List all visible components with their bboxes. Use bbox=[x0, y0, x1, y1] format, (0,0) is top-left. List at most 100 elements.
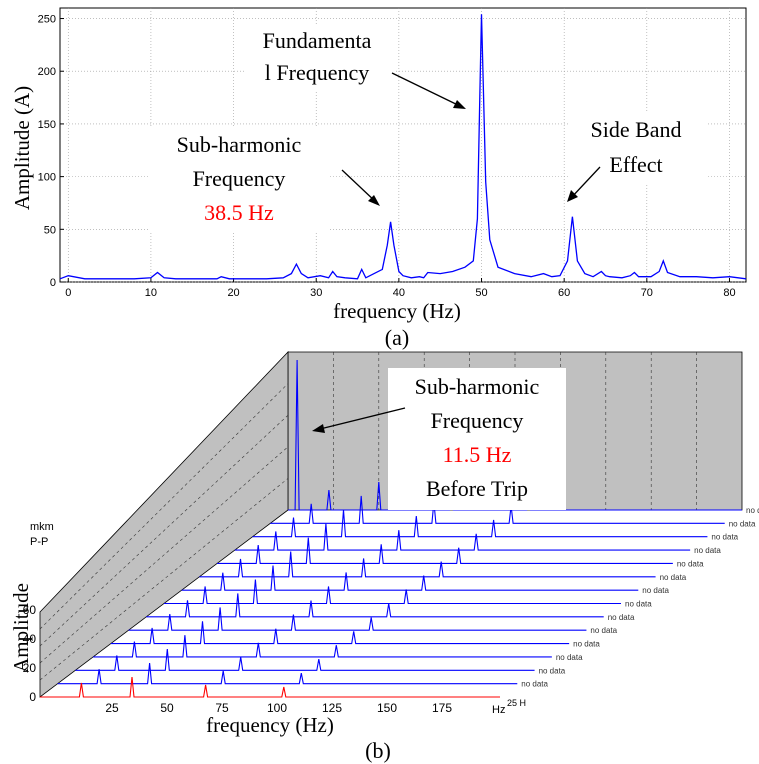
panel-a-ytick-label: 250 bbox=[38, 14, 56, 26]
panel-a-xtick-label: 0 bbox=[65, 287, 71, 299]
panel-b-ylabel-unit-2: P-P bbox=[30, 536, 48, 548]
annotation-subharmonic-a-arrowhead bbox=[368, 195, 380, 206]
panel-b-trace bbox=[75, 649, 535, 671]
panel-b-trace bbox=[110, 621, 570, 645]
panel-a-caption: (a) bbox=[385, 325, 409, 350]
annotation-sideband-line2: Effect bbox=[609, 152, 662, 177]
panel-a-ytick-label: 50 bbox=[44, 224, 56, 236]
annotation-fundamental-line2: l Frequency bbox=[265, 60, 369, 85]
annotation-sideband-line1: Side Band bbox=[590, 117, 681, 142]
panel-b-trace bbox=[164, 579, 621, 605]
panel-b-xlabel: frequency (Hz) bbox=[206, 713, 334, 737]
panel-b-ytick-label: 60 bbox=[23, 603, 37, 617]
panel-b-depth-label: no data bbox=[729, 519, 756, 528]
panel-a-xtick-label: 20 bbox=[227, 287, 239, 299]
annotation-subharmonic-b-arrow bbox=[315, 407, 406, 431]
panel-b-depth-label: no data bbox=[590, 626, 617, 635]
panel-b-trace bbox=[181, 565, 639, 591]
annotation-sideband: Side Band Effect bbox=[567, 113, 706, 202]
panel-b-ylabel-unit-1: mkm bbox=[30, 521, 54, 533]
panel-a-xlabel: frequency (Hz) bbox=[333, 299, 461, 323]
annotation-fundamental-arrow bbox=[391, 72, 465, 109]
panel-a-xtick-label: 80 bbox=[723, 287, 735, 299]
panel-a-series bbox=[59, 14, 747, 280]
panel-b-depth-label: no data bbox=[711, 533, 738, 542]
annotation-sideband-arrow bbox=[569, 166, 601, 200]
panel-b-xtick-label: 150 bbox=[377, 701, 397, 715]
panel-b-depth-label: no data bbox=[539, 666, 566, 675]
panel-a-xtick-label: 60 bbox=[558, 287, 570, 299]
panel-b-xtick-label: 25 bbox=[105, 701, 119, 715]
panel-b-trace bbox=[234, 523, 691, 551]
annotation-subharmonic-b-value: 11.5 Hz bbox=[443, 442, 512, 467]
panel-b-trace bbox=[93, 635, 552, 658]
panel-a-ytick-label: 150 bbox=[38, 119, 56, 131]
panel-a-ytick-label: 100 bbox=[38, 172, 56, 184]
panel-b-depth-label: no data bbox=[746, 506, 759, 515]
panel-b-ticks: 25 50 75 100 125 150 175 0 20 40 60 bbox=[23, 603, 453, 715]
panel-a-ylabel: Amplitude (A) bbox=[10, 86, 34, 210]
panel-b-ytick-label: 0 bbox=[29, 690, 36, 704]
panel-b-depth-label: no data bbox=[694, 546, 721, 555]
panel-a-ytick-label: 0 bbox=[50, 277, 56, 289]
panel-b-trace bbox=[57, 663, 518, 685]
panel-b-xtick-label: 75 bbox=[215, 701, 229, 715]
panel-a-ticks: 0 10 20 30 40 50 60 70 80 0 50 100 150 200 250 bbox=[38, 14, 736, 299]
panel-a-ytick-label: 200 bbox=[38, 66, 56, 78]
panel-a-spectrum: 0 10 20 30 40 50 60 70 80 0 50 100 150 200 250 frequen… bbox=[10, 7, 747, 350]
panel-a-xtick-label: 40 bbox=[393, 287, 405, 299]
annotation-subharmonic-a-box bbox=[150, 128, 330, 232]
annotation-fundamental-line1: Fundamenta bbox=[263, 28, 372, 53]
panel-b-depth-label: no data bbox=[608, 613, 635, 622]
panel-b-depth-label: no data bbox=[625, 600, 652, 609]
panel-b-depth-label: no data bbox=[660, 573, 687, 582]
annotation-fundamental-arrowhead bbox=[453, 100, 466, 109]
panel-b-trace bbox=[146, 593, 604, 618]
panel-b-ylabel: Amplitude bbox=[9, 583, 33, 673]
panel-b-waterfall: no data no data no data no data no data no da… bbox=[9, 351, 759, 763]
annotation-subharmonic-b-box bbox=[388, 368, 566, 510]
panel-b-trace bbox=[40, 676, 500, 698]
panel-b-xtick-label: 50 bbox=[160, 701, 174, 715]
panel-b-side-grid-line bbox=[39, 478, 289, 681]
panel-b-depth-label: no data bbox=[642, 586, 669, 595]
panel-b-caption: (b) bbox=[365, 738, 391, 763]
panel-b-side-wall bbox=[39, 351, 289, 698]
panel-b-x-unit: Hz bbox=[492, 704, 505, 716]
panel-b-trace bbox=[217, 537, 673, 564]
panel-b-xtick-label: 175 bbox=[432, 701, 452, 715]
panel-b-depth-label: no data bbox=[556, 653, 583, 662]
panel-b-trace bbox=[128, 607, 587, 631]
annotation-subharmonic-b-line2: Frequency bbox=[431, 408, 524, 433]
panel-b-side-grid-line bbox=[39, 446, 289, 664]
annotation-subharmonic-a-value: 38.5 Hz bbox=[204, 200, 274, 225]
annotation-sideband-box bbox=[570, 113, 706, 183]
annotation-subharmonic-a-line2: Frequency bbox=[193, 166, 286, 191]
panel-b-side-grid-line bbox=[39, 414, 289, 647]
annotation-subharmonic-a-arrow bbox=[341, 169, 378, 204]
panel-b-depth-label: no data bbox=[677, 559, 704, 568]
panel-b-side-grid-line bbox=[39, 383, 289, 630]
panel-b-depth-front: 25 H bbox=[507, 698, 526, 708]
panel-a-series-line bbox=[59, 14, 747, 280]
annotation-subharmonic-a-line1: Sub-harmonic bbox=[177, 132, 302, 157]
annotation-sideband-arrowhead bbox=[567, 190, 578, 202]
panel-b-depth-label: no data bbox=[573, 640, 600, 649]
panel-b-ytick-label: 20 bbox=[23, 661, 37, 675]
panel-a-xtick-label: 30 bbox=[310, 287, 322, 299]
panel-b-trace bbox=[199, 551, 656, 578]
panel-b-ytick-label: 40 bbox=[23, 632, 37, 646]
panel-b-depth-label: no data bbox=[521, 680, 548, 689]
annotation-subharmonic-b-line1: Sub-harmonic bbox=[415, 374, 540, 399]
annotation-subharmonic-a: Sub-harmonic Frequency 38.5 Hz bbox=[150, 128, 380, 232]
annotation-subharmonic-b-arrowhead bbox=[312, 424, 325, 433]
annotation-subharmonic-b-extra: Before Trip bbox=[426, 476, 528, 501]
panel-b-xtick-label: 100 bbox=[267, 701, 287, 715]
panel-a-xtick-label: 70 bbox=[641, 287, 653, 299]
panel-a-xtick-label: 50 bbox=[475, 287, 487, 299]
annotation-fundamental-box bbox=[245, 24, 395, 92]
panel-b-trace bbox=[252, 509, 708, 538]
panel-b-xtick-label: 125 bbox=[322, 701, 342, 715]
annotation-subharmonic-b: Sub-harmonic Frequency 11.5 Hz Before Tr… bbox=[312, 368, 566, 510]
